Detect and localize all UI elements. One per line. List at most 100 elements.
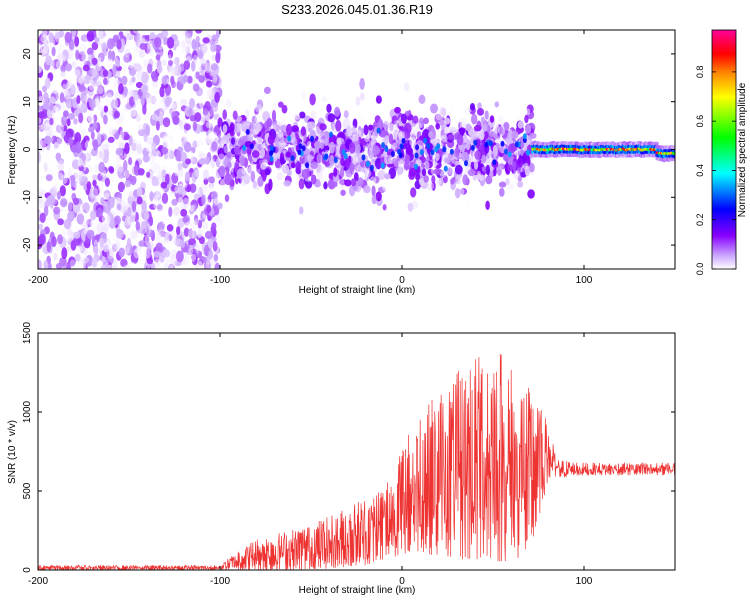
heatmap-cell: [382, 204, 387, 211]
heatmap-cell: [211, 141, 218, 152]
heatmap-cell: [53, 206, 61, 215]
heatmap-cell: [204, 85, 212, 98]
heatmap-cell: [183, 123, 191, 131]
heatmap-cell: [465, 139, 471, 151]
heatmap-cell: [195, 243, 200, 254]
heatmap-cell: [433, 168, 442, 175]
heatmap-cell: [375, 191, 382, 202]
heatmap-cell: [343, 153, 348, 160]
heatmap-cell: [113, 98, 119, 110]
heatmap-cell: [280, 118, 286, 127]
heatmap-cell: [141, 220, 147, 229]
heatmap-cell: [83, 95, 92, 103]
heatmap-cell: [133, 164, 139, 173]
heatmap-cell: [161, 75, 169, 85]
heatmap-cell: [101, 42, 108, 51]
heatmap-cell: [511, 161, 517, 172]
heatmap-cell: [91, 187, 99, 199]
heatmap-cell: [425, 160, 430, 170]
heatmap-cell: [178, 131, 184, 139]
heatmap-cell: [65, 97, 72, 110]
heatmap-cell: [388, 133, 394, 145]
heatmap-cell: [143, 59, 148, 68]
heatmap-cell: [65, 81, 72, 91]
heatmap-cell: [87, 126, 95, 133]
heatmap-cell: [188, 107, 193, 116]
heatmap-cell: [189, 204, 195, 212]
heatmap-cell: [85, 140, 90, 150]
y-tick-label: 0: [22, 567, 33, 573]
heatmap-cell: [335, 119, 342, 132]
heatmap-cell: [80, 103, 85, 112]
heatmap-cell: [90, 196, 97, 204]
heatmap-cell: [53, 252, 58, 261]
heatmap-cell: [201, 194, 206, 206]
heatmap-cell: [137, 168, 145, 176]
heatmap-cell: [299, 111, 306, 119]
heatmap-cell: [43, 162, 48, 172]
heatmap-cell: [154, 37, 162, 48]
heatmap-cell: [310, 161, 319, 169]
heatmap-cell: [44, 215, 51, 222]
heatmap-cell: [72, 197, 80, 206]
heatmap-cell: [227, 161, 232, 169]
y-tick-label: 20: [22, 48, 33, 60]
heatmap-cell: [480, 116, 485, 124]
heatmap-cell: [59, 92, 65, 103]
heatmap-cell: [79, 261, 86, 269]
heatmap-cell: [206, 80, 213, 88]
heatmap-cell: [161, 192, 169, 204]
heatmap-cell: [517, 120, 524, 129]
heatmap-cell: [423, 117, 429, 125]
heatmap-cell: [175, 150, 182, 162]
heatmap-cell: [378, 169, 386, 176]
heatmap-cell: [394, 106, 401, 114]
heatmap-cell: [107, 58, 114, 69]
heatmap-cell: [179, 119, 184, 130]
heatmap-cell: [48, 32, 54, 43]
heatmap-cell: [450, 178, 455, 185]
heatmap-cell: [370, 138, 377, 147]
heatmap-cell: [488, 169, 494, 178]
heatmap-cell: [195, 30, 203, 34]
heatmap-cell: [477, 108, 484, 116]
heatmap-cell: [115, 59, 121, 68]
heatmap-cell: [352, 154, 358, 162]
heatmap-cell: [474, 150, 481, 160]
heatmap-cell: [415, 173, 421, 181]
heatmap-cell: [131, 142, 137, 152]
heatmap-cell: [348, 142, 356, 154]
heatmap-cell: [405, 177, 410, 185]
heatmap-cell: [380, 129, 387, 138]
heatmap-cell: [143, 247, 151, 259]
heatmap-cell: [131, 110, 138, 117]
heatmap-cell: [500, 140, 505, 147]
heatmap-cell: [183, 60, 191, 70]
heatmap-cell: [262, 159, 268, 166]
heatmap-cell: [333, 106, 341, 117]
heatmap-cell: [210, 191, 218, 200]
heatmap-cell: [204, 62, 211, 74]
heatmap-cell: [137, 123, 144, 131]
heatmap-cell: [291, 125, 299, 133]
heatmap-cell: [362, 167, 369, 179]
heatmap-cell: [263, 141, 269, 149]
heatmap-cell: [218, 165, 226, 178]
heatmap-cell: [94, 96, 100, 107]
heatmap-cell: [376, 127, 381, 134]
heatmap-cell: [271, 109, 277, 122]
heatmap-cell: [77, 157, 83, 168]
heatmap-xlabel: Height of straight line (km): [299, 285, 416, 296]
heatmap-cell: [213, 253, 219, 262]
heatmap-cell: [155, 54, 161, 61]
x-tick-label: -200: [28, 275, 48, 286]
colorbar: 0.0 0.2 0.4 0.6 0.8 Normalized spectral ampl…: [695, 29, 748, 275]
heatmap-cell: [263, 110, 269, 122]
heatmap-cell: [121, 75, 128, 86]
heatmap-cell: [152, 75, 159, 82]
heatmap-cell: [310, 110, 317, 121]
heatmap-cell: [494, 101, 500, 108]
heatmap-cell: [499, 187, 505, 197]
heatmap-cell: [55, 262, 63, 269]
heatmap-cell: [165, 138, 173, 147]
